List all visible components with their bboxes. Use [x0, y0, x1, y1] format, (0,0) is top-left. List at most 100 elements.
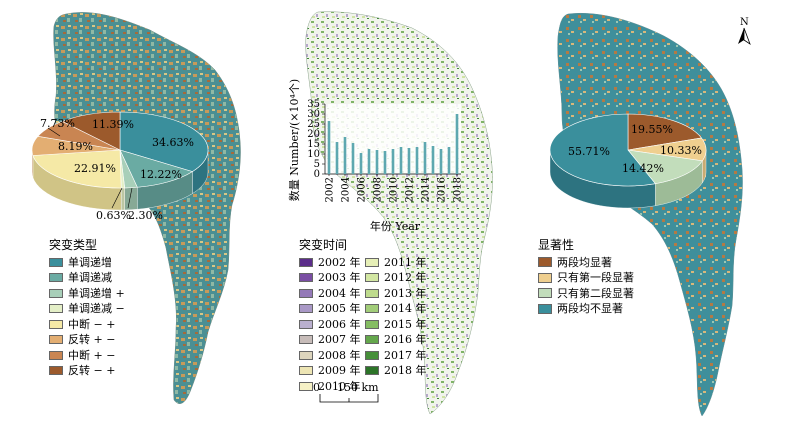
legend-item: 2003 年 — [299, 270, 365, 286]
legend-item: 2010 年 — [299, 379, 365, 395]
pie-label: 8.19% — [58, 140, 93, 153]
bar-2006 — [359, 153, 363, 174]
bar-2007 — [367, 149, 371, 174]
legend-item: 单调递增 — [49, 255, 125, 271]
legend-swatch — [299, 381, 313, 391]
y-tick-label: 5 — [314, 159, 320, 170]
legend-label: 中断 + − — [68, 348, 116, 362]
legend-swatch — [365, 304, 379, 314]
legend-label: 2015 年 — [384, 317, 427, 331]
x-tick-label: 2012 — [405, 177, 416, 202]
legend-swatch — [365, 335, 379, 345]
legend-title: 突变类型 — [49, 238, 98, 252]
pie-label: 2.30% — [128, 209, 163, 222]
legend-item: 单调递减 — [49, 270, 125, 286]
pie-slice — [61, 111, 121, 151]
bar-2009 — [383, 151, 387, 174]
legend-swatch — [49, 319, 63, 329]
legend-label: 只有第二段显著 — [557, 286, 634, 300]
legend-item: 中断 + − — [49, 348, 125, 364]
legend-label: 2018 年 — [384, 364, 427, 377]
legend-label: 单调递减 — [68, 271, 112, 284]
legend-item: 两段均不显著 — [538, 301, 634, 317]
pie-slice — [549, 113, 656, 187]
legend-swatch — [299, 273, 313, 283]
legend-swatch — [299, 257, 313, 267]
scale-bar-label: 150 km — [337, 381, 379, 394]
legend-swatch — [299, 304, 313, 314]
legend-item: 只有第二段显著 — [538, 286, 634, 302]
legend-mutation-type: 突变类型 单调递增单调递减单调递增 + 单调递减 − 中断 − + 反转 + − 中断 … — [49, 238, 125, 379]
x-tick-label: 2008 — [373, 177, 384, 202]
x-tick-label: 2014 — [421, 177, 432, 202]
legend-item: 2017 年 — [365, 348, 427, 364]
legend-swatch — [365, 273, 379, 283]
pie-label: 34.63% — [152, 136, 194, 149]
legend-label: 2005 年 — [318, 302, 361, 315]
bar-2005 — [351, 143, 355, 174]
scale-bar-zero: 0 — [313, 381, 320, 394]
legend-swatch — [365, 319, 379, 329]
legend-label: 单调递增 + — [68, 286, 125, 300]
legend-swatch — [49, 366, 63, 376]
x-tick-label: 2006 — [357, 177, 368, 202]
north-arrow-icon — [738, 27, 751, 46]
scale-bar — [319, 394, 379, 403]
legend-swatch — [299, 319, 313, 329]
legend-label: 2011 年 — [384, 255, 427, 269]
legend-swatch — [538, 288, 552, 299]
legend-item: 2004 年 — [299, 286, 365, 302]
legend-item: 反转 − + — [49, 363, 125, 379]
legend-label: 单调递减 − — [68, 302, 125, 315]
legend-title: 显著性 — [538, 238, 575, 252]
legend-item: 2006 年 — [299, 317, 365, 333]
y-tick-label: 25 — [307, 119, 320, 130]
bar-2013 — [415, 147, 419, 174]
y-tick-label: 0 — [314, 169, 320, 180]
legend-swatch — [365, 350, 379, 360]
x-tick-label: 2018 — [453, 177, 464, 202]
legend-swatch — [299, 366, 313, 376]
bar-2011 — [399, 147, 403, 174]
legend-label: 2014 年 — [384, 302, 427, 315]
legend-swatch — [299, 288, 313, 298]
legend-swatch — [49, 350, 63, 360]
bar-2015 — [431, 146, 435, 174]
legend-mutation-time: 突变时间 2002 年 2003 年 2004 年 2005 年 2006 年 2007 … — [299, 238, 427, 394]
pie-label: 55.71% — [568, 145, 610, 158]
pie-slice — [119, 149, 194, 188]
legend-label: 2006 年 — [318, 317, 361, 331]
pie-label: 0.63% — [96, 209, 131, 222]
legend-item: 2011 年 — [365, 255, 427, 271]
bar-2003 — [335, 142, 339, 174]
map-region-right — [557, 13, 743, 417]
legend-swatch — [365, 288, 379, 298]
x-axis-label: 年份 Year — [370, 219, 421, 233]
legend-label: 中断 − + — [68, 317, 116, 331]
pie-label: 7.73% — [40, 117, 75, 130]
x-tick-label: 2002 — [325, 177, 336, 202]
bar-2012 — [407, 148, 411, 174]
legend-label: 只有第一段显著 — [557, 271, 634, 284]
leader-line — [47, 127, 61, 137]
legend-item: 2014 年 — [365, 301, 427, 317]
pie-slice — [119, 111, 209, 172]
bar-2016 — [439, 149, 443, 174]
bar-2004 — [343, 137, 347, 174]
legend-title: 突变时间 — [299, 238, 348, 252]
legend-swatch — [49, 304, 63, 314]
legend-label: 2008 年 — [318, 348, 361, 362]
legend-label: 两段均显著 — [557, 255, 612, 269]
legend-label: 单调递增 — [68, 255, 112, 269]
legend-label: 2012 年 — [384, 271, 427, 284]
pie-slice — [627, 149, 703, 185]
bar-2018 — [455, 114, 459, 174]
legend-label: 反转 + − — [68, 333, 116, 346]
legend-label: 2007 年 — [318, 333, 361, 346]
legend-swatch — [49, 257, 63, 267]
pie-label: 14.42% — [622, 162, 664, 175]
bar-2002 — [327, 121, 331, 174]
pie-label: 19.55% — [631, 123, 673, 136]
legend-label: 2002 年 — [318, 255, 361, 269]
legend-item: 只有第一段显著 — [538, 270, 634, 286]
